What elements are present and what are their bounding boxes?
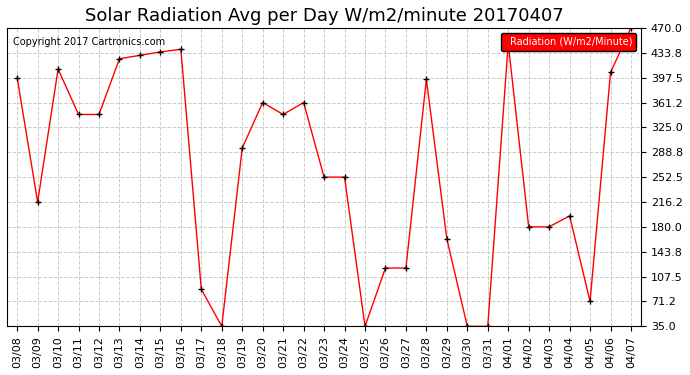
Text: Copyright 2017 Cartronics.com: Copyright 2017 Cartronics.com xyxy=(13,37,166,47)
Title: Solar Radiation Avg per Day W/m2/minute 20170407: Solar Radiation Avg per Day W/m2/minute … xyxy=(85,7,564,25)
Legend: Radiation (W/m2/Minute): Radiation (W/m2/Minute) xyxy=(501,33,636,51)
